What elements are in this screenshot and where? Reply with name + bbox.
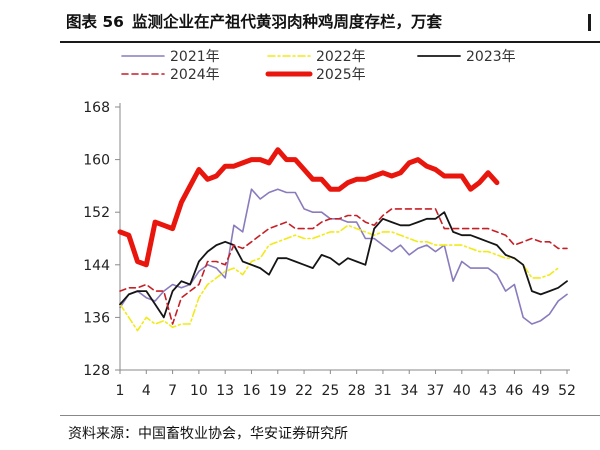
x-tick-label: 31 (374, 383, 392, 399)
source-rule (60, 415, 600, 416)
title-edge-mark (588, 14, 591, 31)
axes: 128 136 144 152 160 168 1 4 7 10 13 16 19 22 25 28 31 34 3… (83, 100, 576, 399)
x-tick-label: 22 (295, 383, 313, 399)
y-tick-label: 168 (83, 100, 110, 116)
x-tick-label: 34 (400, 383, 418, 399)
series-line-2025年 (117, 147, 500, 268)
y-tick-label: 128 (83, 363, 110, 379)
legend-label: 2023年 (466, 49, 516, 65)
y-tick-label: 152 (83, 205, 110, 221)
x-tick-label: 1 (116, 383, 125, 399)
source-note: 资料来源：中国畜牧业协会，华安证券研究所 (68, 426, 348, 442)
x-tick-label: 43 (479, 383, 497, 399)
x-tick-label: 52 (558, 383, 576, 399)
x-tick-label: 19 (269, 383, 287, 399)
x-tick-label: 25 (321, 383, 339, 399)
legend-label: 2025年 (316, 67, 366, 83)
series-line-2024年 (119, 208, 568, 325)
x-tick-label: 46 (505, 383, 523, 399)
y-tick-label: 160 (83, 153, 110, 169)
x-tick-label: 28 (348, 383, 366, 399)
y-tick-label: 136 (83, 310, 110, 326)
x-tick-label: 10 (190, 383, 208, 399)
legend-label: 2021年 (170, 49, 220, 65)
x-tick-label: 7 (168, 383, 177, 399)
series-line-2022年 (119, 224, 560, 332)
chart-title: 图表 56 监测企业在产祖代黄羽肉种鸡周度存栏，万套 (66, 6, 442, 36)
x-tick-label: 16 (243, 383, 261, 399)
x-tick-label: 40 (453, 383, 471, 399)
series-line-2021年 (119, 188, 568, 325)
x-tick-label: 4 (142, 383, 151, 399)
legend: 2021年 2022年 2023年 2024年 2025年 (121, 49, 516, 83)
x-tick-label: 13 (216, 383, 234, 399)
x-tick-label: 37 (427, 383, 445, 399)
legend-label: 2022年 (316, 49, 366, 65)
title-rule (60, 41, 600, 43)
figure-label: 图表 56 (66, 13, 124, 31)
series-line-2023年 (119, 211, 568, 319)
series-group (117, 147, 568, 332)
x-tick-label: 49 (532, 383, 550, 399)
y-tick-label: 144 (83, 258, 110, 274)
figure-title-text: 监测企业在产祖代黄羽肉种鸡周度存栏，万套 (131, 13, 442, 31)
legend-label: 2024年 (170, 67, 220, 83)
